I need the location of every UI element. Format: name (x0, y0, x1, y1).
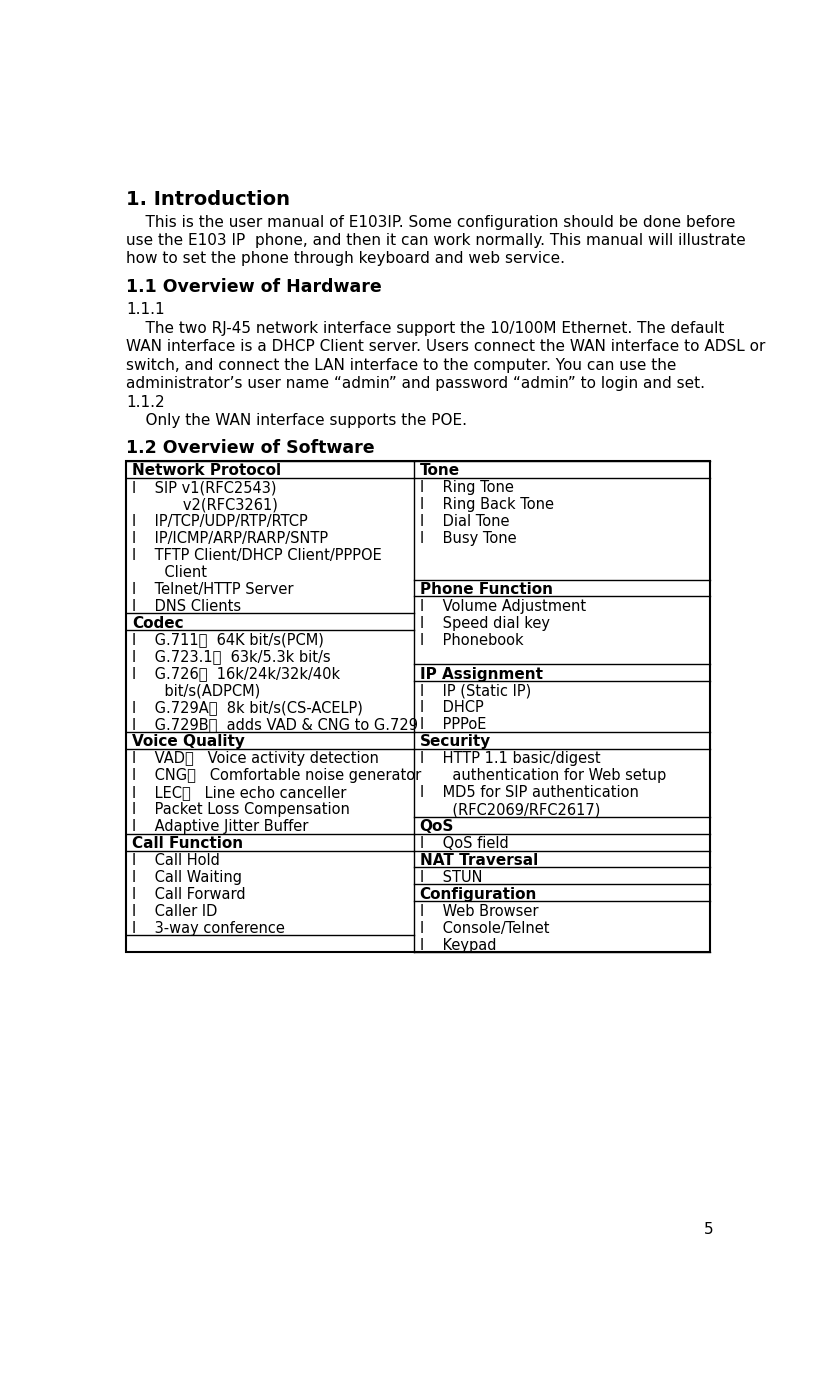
Text: l    G.726：  16k/24k/32k/40k: l G.726： 16k/24k/32k/40k (132, 667, 340, 681)
Text: l    IP/ICMP/ARP/RARP/SNTP: l IP/ICMP/ARP/RARP/SNTP (132, 531, 328, 546)
Text: WAN interface is a DHCP Client server. Users connect the WAN interface to ADSL o: WAN interface is a DHCP Client server. U… (127, 339, 766, 354)
Text: l    G.729B：  adds VAD & CNG to G.729: l G.729B： adds VAD & CNG to G.729 (132, 717, 418, 733)
Text: switch, and connect the LAN interface to the computer. You can use the: switch, and connect the LAN interface to… (127, 357, 676, 373)
Text: Codec: Codec (132, 616, 184, 631)
Text: This is the user manual of E103IP. Some configuration should be done before: This is the user manual of E103IP. Some … (127, 214, 736, 229)
Text: l    Packet Loss Compensation: l Packet Loss Compensation (132, 802, 350, 817)
Text: administrator’s user name “admin” and password “admin” to login and set.: administrator’s user name “admin” and pa… (127, 377, 706, 391)
Text: l    Busy Tone: l Busy Tone (420, 531, 516, 546)
Text: Call Function: Call Function (132, 835, 243, 851)
Text: l    VAD：   Voice activity detection: l VAD： Voice activity detection (132, 751, 379, 766)
Text: use the E103 IP  phone, and then it can work normally. This manual will illustra: use the E103 IP phone, and then it can w… (127, 234, 746, 247)
Text: l    LEC：   Line echo canceller: l LEC： Line echo canceller (132, 785, 346, 801)
Text: l    3-way conference: l 3-way conference (132, 920, 285, 935)
Text: l    Console/Telnet: l Console/Telnet (420, 920, 549, 935)
Text: l    CNG：   Comfortable noise generator: l CNG： Comfortable noise generator (132, 769, 421, 783)
Text: l    Volume Adjustment: l Volume Adjustment (420, 599, 585, 614)
Text: l    HTTP 1.1 basic/digest: l HTTP 1.1 basic/digest (420, 751, 600, 766)
Text: l    SIP v1(RFC2543): l SIP v1(RFC2543) (132, 480, 276, 495)
Bar (127, 461, 710, 952)
Text: l    TFTP Client/DHCP Client/PPPOE: l TFTP Client/DHCP Client/PPPOE (132, 548, 381, 563)
Text: l    G.729A：  8k bit/s(CS-ACELP): l G.729A： 8k bit/s(CS-ACELP) (132, 701, 363, 716)
Text: l    Dial Tone: l Dial Tone (420, 514, 509, 530)
Text: l    MD5 for SIP authentication: l MD5 for SIP authentication (420, 785, 638, 801)
Text: Phone Function: Phone Function (420, 582, 553, 596)
Text: l    Adaptive Jitter Buffer: l Adaptive Jitter Buffer (132, 819, 308, 834)
Text: l    Call Waiting: l Call Waiting (132, 870, 241, 885)
Text: 1.1.1: 1.1.1 (127, 302, 165, 317)
Text: l    Call Forward: l Call Forward (132, 887, 246, 902)
Text: l    Keypad: l Keypad (420, 938, 496, 952)
Text: 1.1.2: 1.1.2 (127, 395, 165, 410)
Text: l    IP (Static IP): l IP (Static IP) (420, 684, 531, 698)
Text: l    STUN: l STUN (420, 870, 482, 885)
Text: 5: 5 (704, 1222, 714, 1237)
Text: Security: Security (420, 734, 491, 749)
Text: l    DHCP: l DHCP (420, 701, 483, 716)
Text: l    G.711：  64K bit/s(PCM): l G.711： 64K bit/s(PCM) (132, 632, 324, 648)
Text: (RFC2069/RFC2617): (RFC2069/RFC2617) (420, 802, 600, 817)
Text: l    PPPoE: l PPPoE (420, 717, 486, 733)
Text: l    Call Hold: l Call Hold (132, 853, 220, 867)
Text: l    DNS Clients: l DNS Clients (132, 599, 241, 614)
Text: l    Ring Tone: l Ring Tone (420, 480, 514, 495)
Text: Only the WAN interface supports the POE.: Only the WAN interface supports the POE. (127, 413, 467, 428)
Text: l    IP/TCP/UDP/RTP/RTCP: l IP/TCP/UDP/RTP/RTCP (132, 514, 307, 530)
Text: 1.2 Overview of Software: 1.2 Overview of Software (127, 439, 375, 457)
Text: l    Telnet/HTTP Server: l Telnet/HTTP Server (132, 582, 293, 596)
Text: Tone: Tone (420, 463, 459, 478)
Text: authentication for Web setup: authentication for Web setup (420, 769, 666, 783)
Text: The two RJ-45 network interface support the 10/100M Ethernet. The default: The two RJ-45 network interface support … (127, 321, 725, 336)
Text: Configuration: Configuration (420, 887, 537, 902)
Text: Voice Quality: Voice Quality (132, 734, 245, 749)
Text: l    Phonebook: l Phonebook (420, 632, 524, 648)
Text: QoS: QoS (420, 819, 454, 834)
Text: l    QoS field: l QoS field (420, 835, 508, 851)
Text: 1.1 Overview of Hardware: 1.1 Overview of Hardware (127, 278, 382, 296)
Text: l    Speed dial key: l Speed dial key (420, 616, 550, 631)
Text: l    G.723.1：  63k/5.3k bit/s: l G.723.1： 63k/5.3k bit/s (132, 649, 330, 664)
Text: Network Protocol: Network Protocol (132, 463, 281, 478)
Text: v2(RFC3261): v2(RFC3261) (132, 498, 278, 512)
Text: IP Assignment: IP Assignment (420, 667, 542, 681)
Text: 1. Introduction: 1. Introduction (127, 190, 290, 208)
Text: bit/s(ADPCM): bit/s(ADPCM) (132, 684, 260, 698)
Text: Client: Client (132, 564, 207, 580)
Text: NAT Traversal: NAT Traversal (420, 853, 538, 867)
Bar (127, 461, 710, 952)
Text: l    Web Browser: l Web Browser (420, 904, 538, 919)
Text: l    Ring Back Tone: l Ring Back Tone (420, 498, 554, 512)
Text: how to set the phone through keyboard and web service.: how to set the phone through keyboard an… (127, 252, 565, 267)
Text: l    Caller ID: l Caller ID (132, 904, 217, 919)
